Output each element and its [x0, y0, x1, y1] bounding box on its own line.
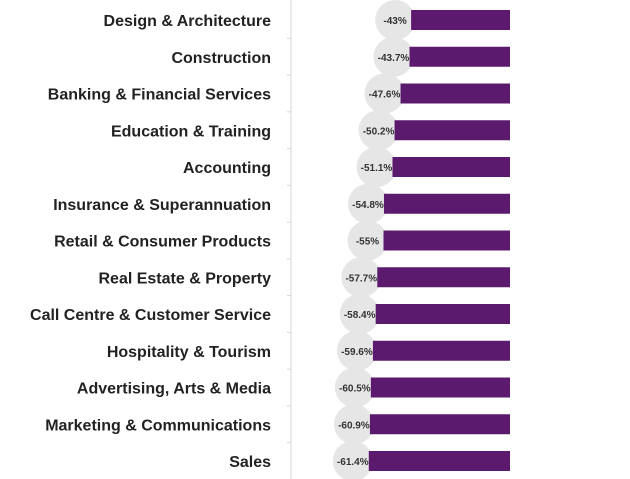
- category-label: Sales: [229, 454, 271, 471]
- category-label: Accounting: [183, 160, 271, 177]
- bar: [400, 83, 510, 104]
- category-label: Real Estate & Property: [98, 270, 271, 287]
- bar: [368, 451, 510, 471]
- category-label: Hospitality & Tourism: [107, 344, 271, 361]
- data-label: -60.9%: [338, 420, 370, 431]
- value-label-bubble: [358, 110, 399, 151]
- category-label: Marketing & Communications: [45, 417, 271, 434]
- bar: [383, 230, 510, 251]
- value-label-bubble: [373, 36, 414, 77]
- chart-bars-layer: Design & Architecture -43% Construction -43…: [30, 0, 510, 479]
- bar: [394, 120, 510, 141]
- data-label: -58.4%: [344, 310, 376, 321]
- data-label: -47.6%: [369, 90, 401, 101]
- value-label-bubble: [332, 441, 373, 479]
- value-label-bubble: [334, 367, 375, 408]
- bar: [409, 46, 510, 67]
- data-label: -50.2%: [363, 126, 395, 137]
- value-label-bubble: [347, 220, 388, 261]
- category-label: Advertising, Arts & Media: [77, 381, 271, 398]
- data-label: -59.6%: [341, 347, 373, 358]
- data-label: -61.4%: [337, 457, 369, 468]
- bar: [377, 267, 510, 288]
- value-label-bubble: [364, 73, 405, 114]
- category-label: Design & Architecture: [104, 13, 272, 30]
- bar: [392, 157, 510, 177]
- value-label-bubble: [333, 404, 374, 445]
- category-label: Call Centre & Customer Service: [30, 307, 271, 324]
- bar: [411, 10, 510, 30]
- chart-axis-layer: [287, 0, 292, 479]
- data-label: -57.7%: [345, 273, 377, 284]
- data-label: -60.5%: [339, 384, 371, 395]
- value-label-bubble: [375, 0, 416, 40]
- data-label: -51.1%: [361, 163, 393, 174]
- data-label: -43.7%: [378, 53, 410, 64]
- data-label: -54.8%: [352, 200, 384, 211]
- value-label-bubble: [336, 330, 377, 371]
- category-label: Retail & Consumer Products: [54, 234, 271, 251]
- bar: [370, 377, 510, 398]
- data-label: -55%: [356, 237, 379, 248]
- data-label: -43%: [383, 16, 406, 27]
- bar: [369, 414, 510, 435]
- category-label: Insurance & Superannuation: [53, 197, 271, 214]
- category-label: Banking & Financial Services: [48, 87, 271, 104]
- value-label-bubble: [339, 294, 380, 334]
- bar: [372, 340, 510, 361]
- value-label-bubble: [356, 147, 397, 187]
- value-label-bubble: [347, 183, 388, 224]
- bar: [383, 193, 510, 214]
- bar: [375, 304, 510, 324]
- value-label-bubble: [341, 257, 382, 298]
- category-label: Construction: [171, 50, 271, 67]
- category-label: Education & Training: [111, 123, 271, 140]
